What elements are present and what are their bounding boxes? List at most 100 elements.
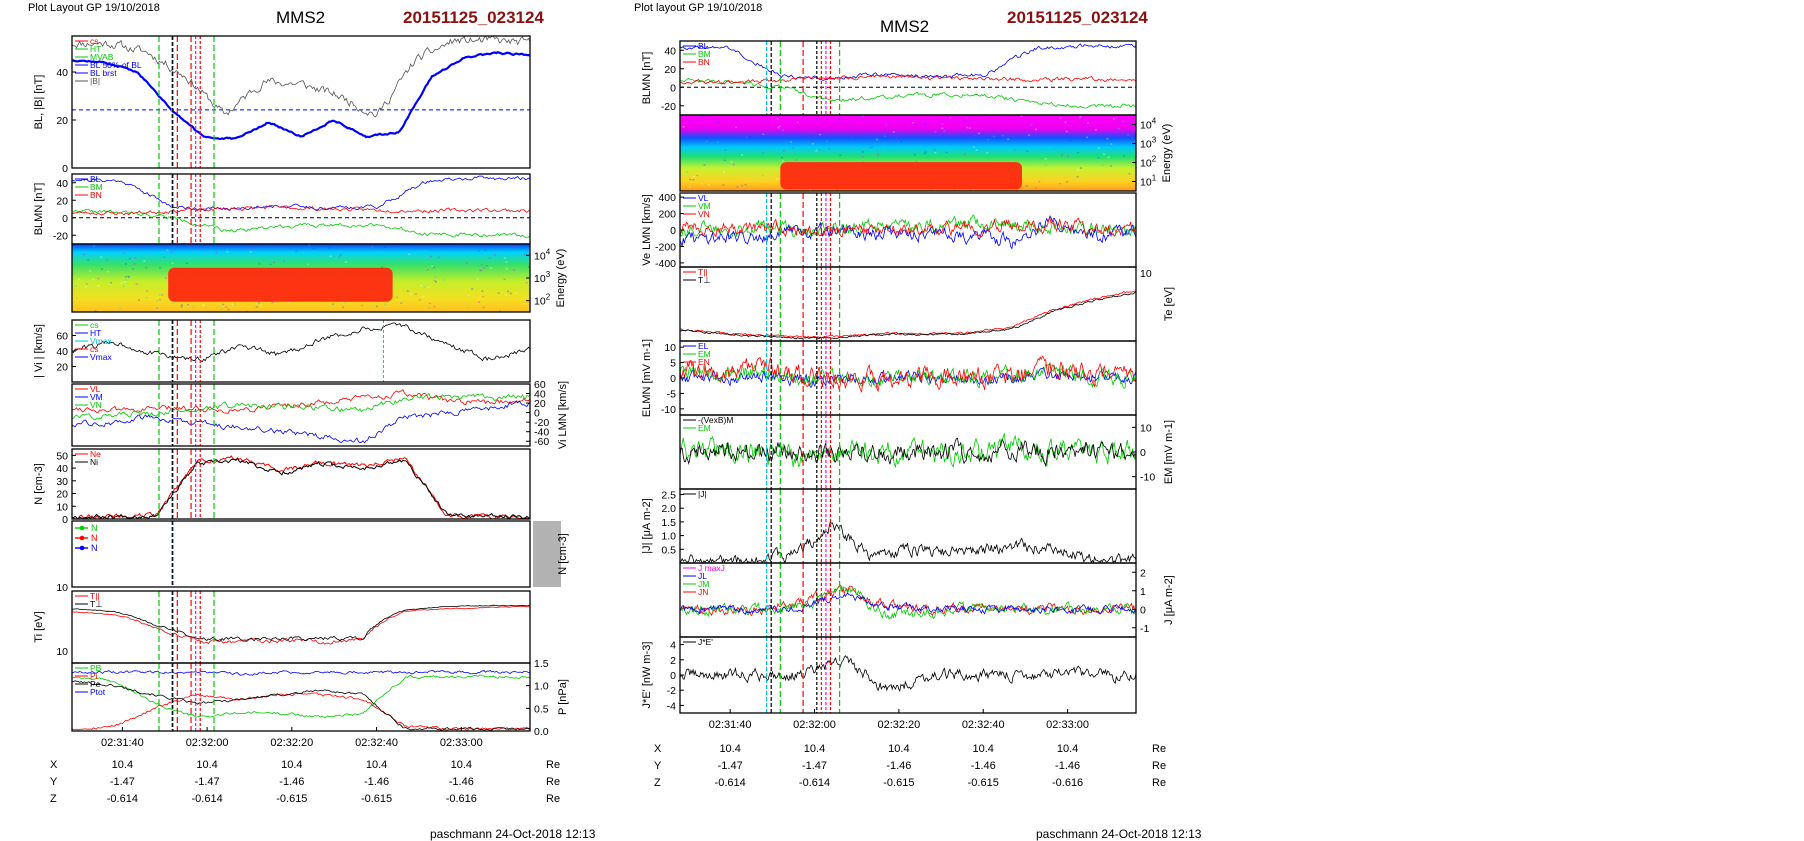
l4-legend-label: Vmax [90,352,112,362]
left-ephem-value: -0.614 [192,793,223,805]
l3-speck [166,249,169,251]
l3-speck [295,250,298,252]
left-time-label: 02:32:20 [270,737,313,749]
l3-speck [163,256,166,258]
l6-tick-label: 30 [56,476,68,488]
left-time-label: 02:32:40 [355,737,398,749]
r2-speck [1079,117,1082,119]
left-ephem-value: -0.615 [361,793,392,805]
l3-speck [145,297,148,299]
l3-speck [260,304,263,306]
l3-speck [476,278,479,280]
l3-speck [84,286,87,288]
r2-speck [1097,156,1100,159]
l3-speck [307,244,310,247]
l3-speck [420,284,423,287]
left-event-id: 20151125_023124 [403,8,544,27]
l7-tick-label: 10 [56,582,68,594]
l3-speck [135,283,138,285]
l3-speck [170,251,173,253]
l3-speck [505,261,508,263]
l3-speck [485,264,488,267]
r2-speck [869,146,872,149]
r2-speck [1069,140,1072,142]
r2-speck [685,171,688,173]
r2-speck [1015,133,1018,135]
l3-speck [171,262,174,264]
l9-pe-line [71,680,531,731]
l3-speck [396,296,399,299]
r2-speck [986,152,989,154]
l7-ylabel: N [cm-3] [557,533,569,575]
l3-speck [480,264,483,266]
r9-s0-line [679,655,1137,693]
r2-speck [1045,164,1048,166]
l3-speck [427,286,430,288]
l7-legend-dot [79,535,85,541]
r2-speck [717,121,720,124]
r2-speck [975,149,978,151]
l9-frame [71,662,531,732]
right-event-id: 20151125_023124 [1007,8,1148,27]
r1-tick-label: 0 [670,82,676,94]
l3-speck [252,247,255,250]
r2-speck [934,152,937,154]
r2-speck [766,128,769,131]
l5-tick-label: -40 [534,427,549,439]
right-ephem-value: -1.47 [718,760,743,772]
l5-vm-line [71,400,531,444]
l3-speck [430,255,433,258]
r2-speck [744,183,747,186]
r6-tick-label: 0 [1140,447,1146,459]
r2-speck [810,132,813,134]
right-ephem-value: -0.614 [799,777,830,789]
l8-legend-label: T|| [90,591,100,601]
r2-speck [1047,146,1050,149]
l3-speck [312,248,315,250]
l3-speck [431,265,434,268]
right-layout-note: Plot layout GP 19/10/2018 [634,2,763,14]
l7-legend-label: N [91,543,98,553]
l3-speck [127,276,130,278]
l3-speck [329,255,332,258]
r2-speck [946,115,949,117]
r2-speck [1008,148,1011,151]
r7-legend-label: |J| [698,489,707,499]
r2-speck [914,124,917,126]
r2-speck [735,126,738,129]
left-ephem-value: 10.4 [281,759,302,771]
r1-tick-label: -20 [661,101,676,113]
left-ephem-value: 10.4 [112,759,133,771]
right-ephem-name: Y [654,760,662,772]
l3-speck [159,266,162,269]
l3-speck [434,280,437,282]
r2-speck [1109,165,1112,167]
l3-speck [307,262,310,265]
r2-speck [789,141,792,143]
l3-speck [467,306,470,309]
r4-legend-label: T⊥ [698,275,711,285]
l3-speck [106,259,109,261]
r2-speck [1080,167,1083,169]
r2-speck [949,116,952,119]
r2-speck [815,117,818,119]
l3-speck [100,256,103,258]
l1-tick-label: 20 [56,115,68,127]
l3-speck [138,299,141,301]
r3-tick-label: 400 [658,192,676,204]
l3-speck [504,294,507,296]
l3-speck [497,292,500,294]
l7-frame [71,520,531,588]
r5-tick-label: -5 [667,388,676,400]
r2-speck [736,186,739,188]
l6-tick-label: 0 [62,514,68,526]
l6-tick-label: 20 [56,489,68,501]
l6-legend-label: Ne [90,449,101,459]
l3-speck [414,293,417,295]
r2-speck [910,120,913,123]
l3-speck [344,261,347,263]
r2-speck [723,171,726,173]
r2-tick-label: 101 [1140,174,1157,189]
r2-speck [890,138,893,140]
r2-speck [899,140,902,143]
